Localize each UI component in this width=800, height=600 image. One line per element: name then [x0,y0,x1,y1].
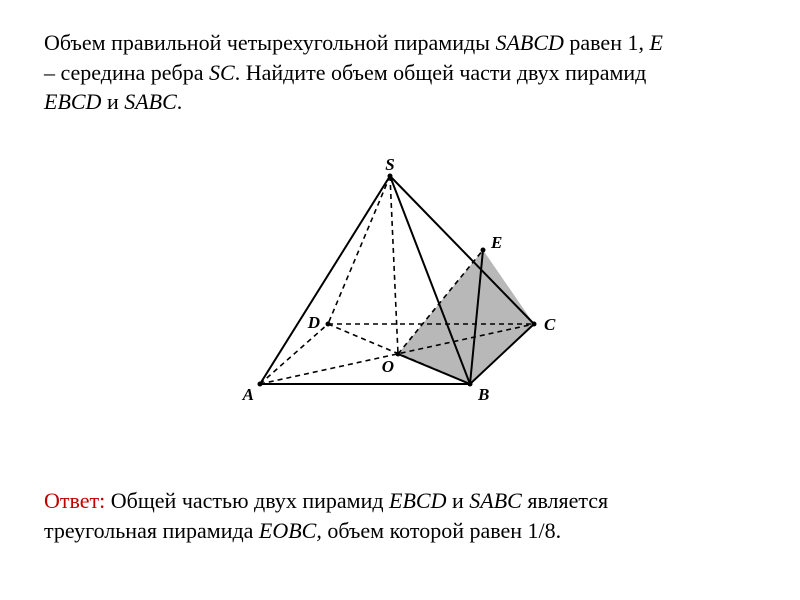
svg-text:E: E [490,233,502,252]
math: SC [209,60,235,85]
text: треугольная пирамида [44,518,259,543]
text: – середина ребра [44,60,209,85]
text: Общей частью двух пирамид [105,488,389,513]
answer-label: Ответ: [44,488,105,513]
svg-text:B: B [477,385,489,404]
math: SABC [124,89,177,114]
text: и [446,488,469,513]
answer-text: Ответ: Общей частью двух пирамид EBCD и … [44,486,756,545]
text: и [101,89,124,114]
text: объем которой равен 1/8. [322,518,561,543]
svg-text:O: O [382,357,394,376]
problem-text: Объем правильной четырехугольной пирамид… [44,28,756,117]
text: равен 1, [564,30,650,55]
math: SABC [469,488,522,513]
text: является [522,488,608,513]
svg-text:A: A [242,385,254,404]
svg-text:C: C [544,315,556,334]
svg-text:S: S [385,158,394,174]
math: EOBC, [259,518,322,543]
math: EBCD [44,89,101,114]
text: . [177,89,183,114]
math: SABCD [495,30,563,55]
pyramid-figure: S E A B C D O [200,158,600,418]
text: Объем правильной четырехугольной пирамид… [44,30,495,55]
math: E [649,30,662,55]
math: EBCD [389,488,446,513]
svg-text:D: D [307,313,320,332]
text: . Найдите объем общей части двух пирамид [235,60,647,85]
